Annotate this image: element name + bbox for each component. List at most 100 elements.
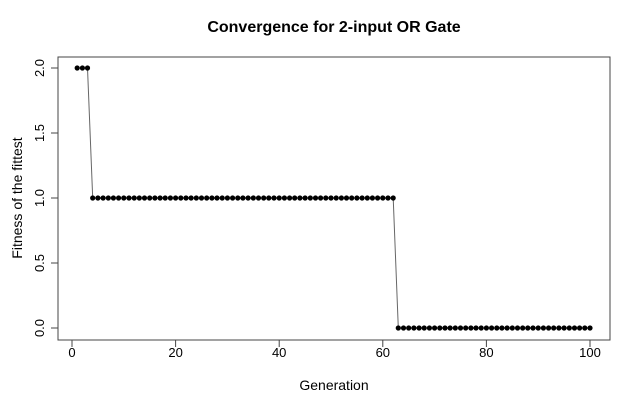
data-point [504, 325, 510, 331]
data-point [131, 195, 137, 201]
y-axis-tick-label: 1.5 [32, 124, 47, 142]
data-point [100, 195, 106, 201]
plot-layer: 0 20 40 60 80 100 0.0 0.5 1.0 1.5 2.0 [32, 56, 611, 360]
data-point [364, 195, 370, 201]
data-point [380, 195, 386, 201]
data-point [395, 325, 401, 331]
data-point [193, 195, 199, 201]
data-point [577, 325, 583, 331]
x-axis-tick-label: 40 [272, 345, 286, 360]
data-point [338, 195, 344, 201]
data-point [437, 325, 443, 331]
x-axis-label: Generation [299, 377, 368, 393]
y-axis-tick-label: 0.0 [32, 319, 47, 337]
data-point [302, 195, 308, 201]
data-point [571, 325, 578, 331]
data-point [219, 195, 225, 201]
data-point [147, 195, 153, 201]
data-point [167, 195, 173, 201]
data-point [514, 325, 521, 331]
x-axis-tick-label: 60 [376, 345, 390, 360]
data-point [95, 195, 101, 201]
y-axis-label: Fitness of the fittest [9, 137, 25, 258]
x-axis-tick-label: 0 [68, 345, 75, 360]
data-point [328, 195, 334, 201]
data-point [478, 325, 484, 331]
data-point [312, 195, 319, 201]
data-point [546, 325, 552, 331]
y-axis-tick-label: 1.0 [32, 189, 47, 207]
data-point [468, 325, 474, 331]
data-point [390, 195, 396, 201]
data-point [173, 195, 179, 201]
data-point [587, 325, 593, 331]
data-point [183, 195, 189, 201]
data-point [224, 195, 230, 201]
data-point [178, 195, 184, 201]
data-point [287, 195, 293, 201]
data-point [416, 325, 422, 331]
data-point [582, 325, 588, 331]
data-point [499, 325, 505, 331]
data-point [90, 195, 96, 201]
data-point [162, 195, 168, 201]
data-point [297, 195, 303, 201]
data-point [375, 195, 381, 201]
data-point [214, 195, 220, 201]
data-point [245, 195, 251, 201]
data-point [141, 195, 148, 201]
data-point [126, 195, 132, 201]
data-point [406, 325, 412, 331]
data-point [442, 325, 448, 331]
data-point [152, 195, 158, 201]
data-point [359, 195, 365, 201]
data-point [473, 325, 479, 331]
data-point [385, 195, 391, 201]
data-point [494, 325, 500, 331]
data-point [121, 195, 127, 201]
data-point [281, 195, 287, 201]
data-point [483, 325, 489, 331]
data-point [204, 195, 210, 201]
data-point [79, 65, 85, 71]
data-point [530, 325, 536, 331]
data-point [535, 325, 541, 331]
data-point [411, 325, 417, 331]
data-point [447, 325, 453, 331]
data-point [255, 195, 262, 201]
data-point [250, 195, 256, 201]
data-point [525, 325, 531, 331]
data-point [400, 325, 407, 331]
data-point [421, 325, 427, 331]
data-point [489, 325, 495, 331]
x-axis-tick-label: 80 [479, 345, 493, 360]
data-point [188, 195, 194, 201]
data-point [561, 325, 567, 331]
data-point [556, 325, 562, 331]
data-point [235, 195, 241, 201]
data-point [74, 65, 80, 71]
data-point [333, 195, 339, 201]
data-point [261, 195, 267, 201]
data-point [452, 325, 458, 331]
data-point [354, 195, 360, 201]
x-axis-tick-label: 100 [579, 345, 601, 360]
data-point [318, 195, 324, 201]
data-point [292, 195, 298, 201]
data-point [520, 325, 526, 331]
data-point [230, 195, 236, 201]
data-point [566, 325, 572, 331]
data-point [540, 325, 547, 331]
data-point [116, 195, 122, 201]
data-point [307, 195, 313, 201]
data-point [110, 195, 116, 201]
data-point [157, 195, 163, 201]
data-point [432, 325, 438, 331]
data-point [323, 195, 329, 201]
y-axis-tick-label: 2.0 [32, 59, 47, 77]
data-point [426, 325, 432, 331]
data-point [198, 195, 205, 201]
data-point [551, 325, 557, 331]
